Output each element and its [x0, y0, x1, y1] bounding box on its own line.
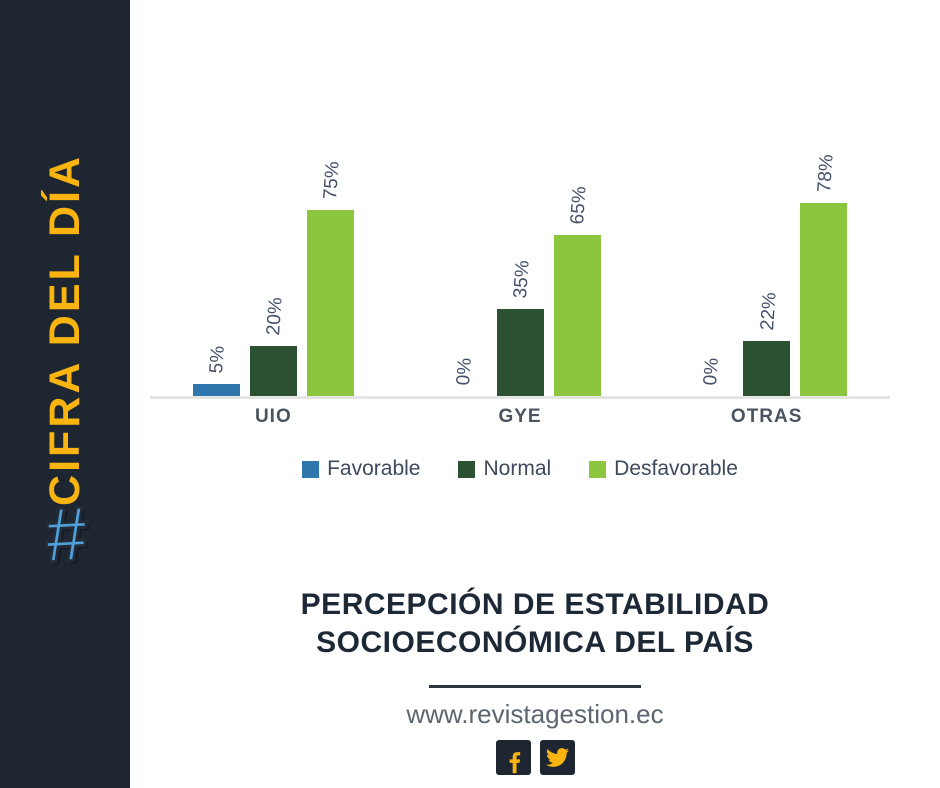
bar-slot: 20% — [249, 126, 297, 396]
hashtag-icon: # — [40, 487, 91, 580]
bar-chart-plot: 5% 20% 75% 0% 35% 65% 0% 22% 78% — [150, 126, 890, 399]
legend-label: Desfavorable — [614, 457, 738, 480]
chart-group-otras: 0% 22% 78% — [643, 126, 890, 396]
chart-group-gye: 0% 35% 65% — [397, 126, 644, 396]
legend-swatch — [458, 460, 476, 478]
bar-normal-gye — [496, 309, 544, 396]
bar-value-label: 20% — [263, 296, 287, 337]
bar-value-label: 78% — [813, 153, 838, 194]
page-title-line2: SOCIOECONÓMICA DEL PAÍS — [316, 626, 754, 659]
bar-slot: 75% — [306, 126, 354, 396]
bar-normal-uio — [249, 346, 297, 396]
divider-rule — [429, 685, 641, 688]
bar-desfavorable-uio — [306, 210, 354, 396]
brand-sidebar: CIFRA DEL DÍA # — [0, 0, 130, 788]
website-url: www.revistagestion.ec — [406, 699, 664, 729]
bar-normal-otras — [743, 341, 791, 396]
bar-slot: 35% — [496, 126, 544, 396]
category-label-gye: GYE — [498, 406, 542, 427]
bar-slot: 65% — [553, 126, 601, 396]
legend-item-favorable: Favorable — [302, 457, 420, 481]
bar-value-label: 22% — [756, 291, 781, 332]
bar-slot: 0% — [440, 126, 487, 396]
legend-item-normal: Normal — [458, 457, 551, 481]
bar-value-label: 65% — [567, 185, 591, 226]
bar-value-label: 0% — [453, 357, 476, 387]
bar-slot: 5% — [192, 126, 240, 396]
category-label-uio: UIO — [254, 406, 292, 427]
page-title-line1: PERCEPCIÓN DE ESTABILIDAD — [300, 588, 770, 621]
chart-group-uio: 5% 20% 75% — [150, 126, 397, 396]
bar-value-label: 35% — [510, 259, 534, 300]
bar-value-label: 0% — [699, 357, 723, 387]
legend-label: Favorable — [327, 457, 421, 480]
legend-item-desfavorable: Desfavorable — [589, 457, 738, 481]
legend-label: Normal — [483, 457, 552, 480]
bar-slot: 0% — [686, 126, 733, 396]
facebook-icon[interactable] — [495, 740, 531, 775]
bar-favorable-uio — [192, 384, 240, 396]
bar-slot: 22% — [743, 126, 791, 396]
bar-slot: 78% — [800, 126, 848, 396]
bar-desfavorable-otras — [800, 203, 848, 396]
campaign-title: CIFRA DEL DÍA — [40, 154, 89, 506]
chart-legend: Favorable Normal Desfavorable — [150, 457, 890, 481]
category-label-otras: OTRAS — [730, 406, 803, 427]
legend-swatch — [589, 460, 607, 478]
bar-value-label: 75% — [320, 160, 344, 201]
page-title: PERCEPCIÓN DE ESTABILIDAD SOCIOECONÓMICA… — [130, 586, 940, 662]
sidebar-title-wrap: CIFRA DEL DÍA — [0, 150, 130, 510]
category-axis: UIO GYE OTRAS — [150, 406, 890, 428]
social-links — [130, 740, 940, 775]
legend-swatch — [302, 460, 320, 478]
bar-value-label: 5% — [206, 345, 230, 375]
bar-desfavorable-gye — [553, 235, 601, 396]
twitter-icon[interactable] — [539, 740, 575, 775]
